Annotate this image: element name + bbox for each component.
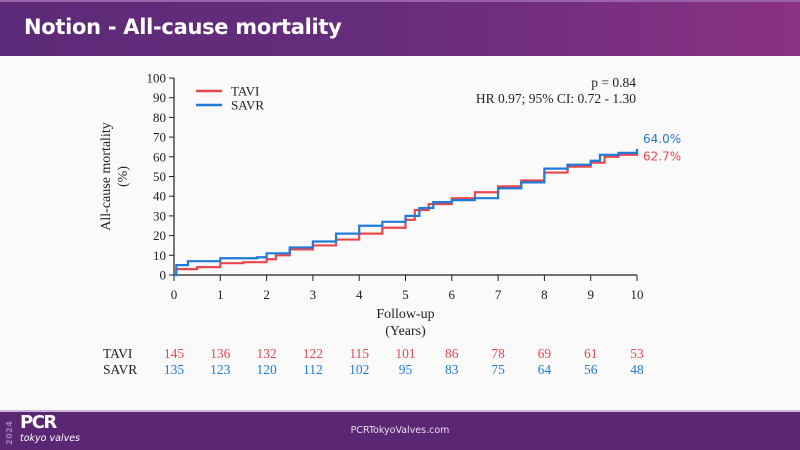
y-tick-label: 50 — [153, 169, 166, 184]
footer-url: PCRTokyoValves.com — [350, 425, 450, 436]
x-axis-title: (Years) — [385, 324, 426, 339]
risk-table-cell: 75 — [491, 362, 505, 377]
x-tick-label: 3 — [310, 287, 317, 302]
y-tick-label: 20 — [153, 228, 166, 243]
risk-table-cell: 120 — [256, 362, 277, 377]
risk-table-cell: 115 — [349, 346, 369, 361]
y-tick-label: 70 — [153, 130, 166, 145]
x-tick-label: 6 — [449, 287, 456, 302]
risk-table-cell: 102 — [349, 362, 369, 377]
x-tick-label: 10 — [631, 287, 644, 302]
pcr-logo: PCR — [20, 412, 57, 433]
series-group: 62.7% 64.0% — [174, 132, 681, 277]
risk-table: TAVI 145 136 132 122 115 101 86 78 69 61 53 SAVR 135 1… — [103, 346, 644, 377]
risk-table-cell: 136 — [210, 346, 231, 361]
risk-table-cell: 135 — [164, 362, 185, 377]
x-tick-label: 5 — [402, 287, 409, 302]
legend-label-savr: SAVR — [231, 98, 264, 113]
y-tick-label: 100 — [147, 71, 167, 86]
risk-table-row-label: TAVI — [103, 346, 133, 361]
legend-label-tavi: TAVI — [231, 84, 259, 99]
y-tick-label: 40 — [153, 189, 166, 204]
x-axis-title: Follow-up — [376, 307, 434, 322]
risk-table-cell: 64 — [538, 362, 552, 377]
y-tick-label: 10 — [153, 248, 166, 263]
risk-table-row-label: SAVR — [103, 362, 137, 377]
y-tick-label: 0 — [160, 268, 167, 283]
x-tick-label: 2 — [263, 287, 270, 302]
risk-table-cell: 56 — [584, 362, 598, 377]
risk-table-cell: 61 — [584, 346, 598, 361]
x-tick-label: 4 — [356, 287, 363, 302]
y-tick-label: 30 — [153, 208, 166, 223]
risk-table-cell: 69 — [538, 346, 552, 361]
risk-table-cell: 95 — [399, 362, 413, 377]
y-axis-title: (%) — [116, 166, 131, 187]
p-value-annotation: p = 0.84 — [591, 75, 636, 90]
risk-table-cell: 145 — [164, 346, 185, 361]
risk-table-cell: 112 — [303, 362, 323, 377]
risk-table-cell: 132 — [256, 346, 276, 361]
x-tick-label: 7 — [495, 287, 502, 302]
footer-divider — [0, 410, 800, 412]
risk-table-cell: 101 — [395, 346, 415, 361]
end-label-tavi: 62.7% — [643, 149, 681, 163]
slide-header: Notion - All-cause mortality — [0, 0, 800, 56]
risk-table-cell: 83 — [445, 362, 459, 377]
risk-table-cell: 53 — [630, 346, 644, 361]
end-label-savr: 64.0% — [643, 132, 681, 146]
risk-table-cell: 86 — [445, 346, 459, 361]
y-axis-title: All-cause mortality — [99, 122, 114, 230]
pcr-logo-subtitle: tokyo valves — [20, 433, 80, 444]
x-tick-label: 1 — [217, 287, 224, 302]
risk-table-cell: 48 — [630, 362, 644, 377]
x-tick-label: 8 — [541, 287, 548, 302]
slide-footer — [0, 412, 800, 450]
hazard-ratio-annotation: HR 0.97; 95% CI: 0.72 - 1.30 — [476, 91, 636, 106]
x-tick-label: 9 — [587, 287, 594, 302]
risk-table-cell: 122 — [303, 346, 323, 361]
risk-table-cell: 78 — [491, 346, 505, 361]
y-tick-label: 90 — [153, 90, 166, 105]
y-tick-label: 60 — [153, 149, 166, 164]
x-tick-label: 0 — [171, 287, 178, 302]
axes: 0 10 20 30 40 50 60 70 80 90 100 0 1 2 3 4 5 6 7 8 9 10 Follow… — [99, 71, 644, 340]
slide-title: Notion - All-cause mortality — [24, 15, 342, 39]
y-tick-label: 80 — [153, 110, 166, 125]
series-tavi-line — [174, 151, 639, 277]
series-savr-line — [174, 148, 639, 277]
risk-table-cell: 123 — [210, 362, 231, 377]
